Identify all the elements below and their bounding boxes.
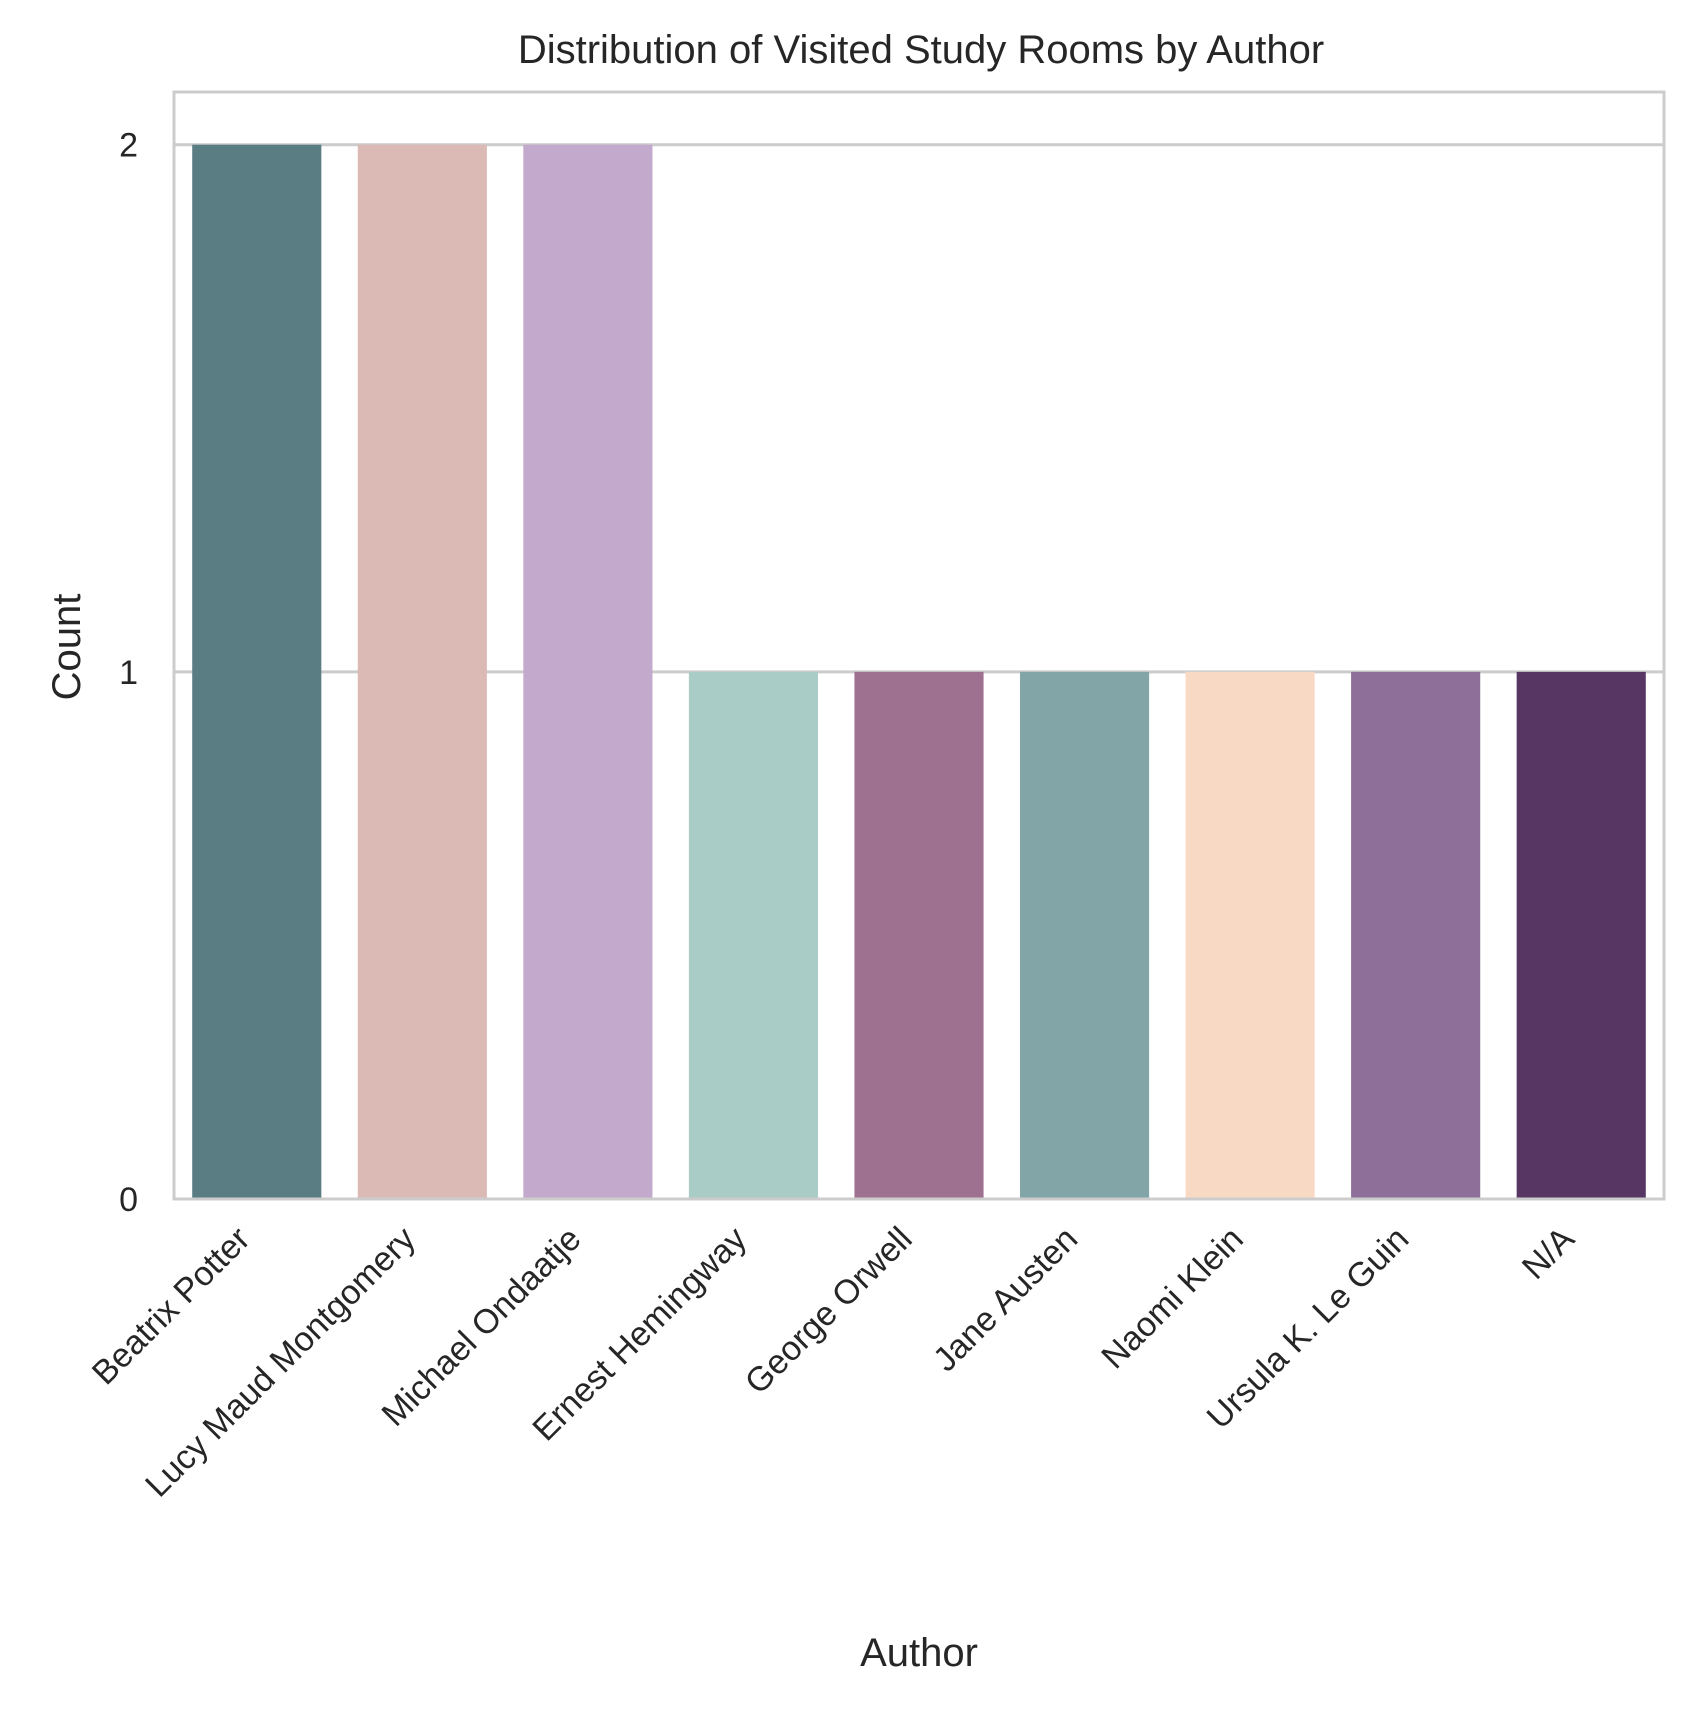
y-tick-label: 1 <box>119 654 138 692</box>
bar <box>357 144 487 1200</box>
bar <box>523 144 653 1200</box>
x-tick-label: N/A <box>1515 1220 1582 1287</box>
x-tick-label: Jane Austen <box>926 1220 1085 1379</box>
x-tick-label: George Orwell <box>738 1220 920 1402</box>
bar <box>192 144 322 1200</box>
bar <box>1516 671 1646 1199</box>
bars-layer <box>192 144 1646 1200</box>
y-tick-label: 2 <box>119 127 138 165</box>
plot-frame <box>172 90 1666 1201</box>
x-axis-label: Author <box>860 1631 978 1675</box>
x-tick-label: Beatrix Potter <box>85 1220 258 1393</box>
bar <box>1185 671 1315 1199</box>
y-tick-labels: 0 1 2 <box>119 127 138 1219</box>
x-tick-label: Lucy Maud Montgomery <box>138 1220 423 1505</box>
x-tick-label: Naomi Klein <box>1094 1220 1250 1376</box>
bar <box>1351 671 1481 1199</box>
bar <box>688 671 819 1199</box>
chart-title: Distribution of Visited Study Rooms by A… <box>518 28 1324 72</box>
y-axis-label: Count <box>45 594 89 701</box>
bar <box>854 671 984 1199</box>
bar <box>1019 671 1150 1199</box>
y-tick-label: 0 <box>119 1181 138 1219</box>
